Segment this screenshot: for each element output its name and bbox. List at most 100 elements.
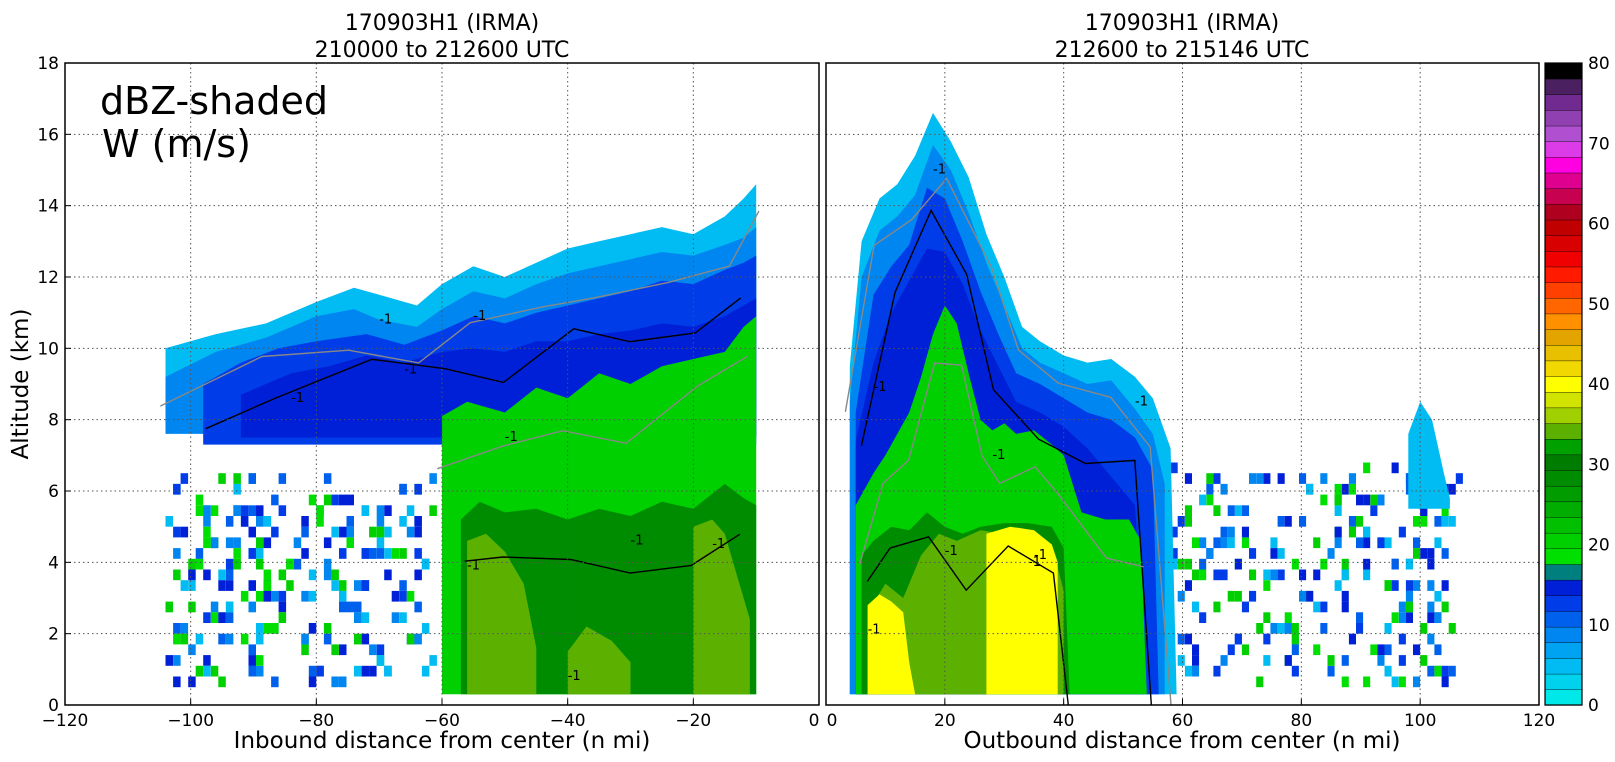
colorbar-cell xyxy=(1544,657,1583,675)
colorbar-frame xyxy=(1544,62,1583,706)
echo-cell xyxy=(1370,505,1378,516)
echo-cell xyxy=(346,537,354,549)
echo-cell xyxy=(1299,516,1307,527)
echo-cell xyxy=(256,505,264,516)
colorbar-cell xyxy=(1544,235,1583,252)
echo-cell xyxy=(248,644,256,656)
echo-cell xyxy=(225,569,234,581)
echo-cell xyxy=(346,494,354,506)
echo-cell xyxy=(331,494,339,506)
echo-cell xyxy=(225,516,234,527)
echo-cell xyxy=(1413,516,1421,527)
echo-cell xyxy=(1199,537,1207,549)
echo-cell xyxy=(406,505,415,516)
echo-cell xyxy=(1320,623,1328,634)
echo-cell xyxy=(1377,644,1385,656)
echo-cell xyxy=(1291,665,1299,677)
echo-cell xyxy=(406,526,415,538)
x-tick-label: 0 xyxy=(827,711,838,731)
x-tick-label: 100 xyxy=(1404,711,1436,731)
echo-cell xyxy=(376,644,385,656)
echo-cell xyxy=(1220,526,1228,538)
echo-cell xyxy=(263,590,272,602)
echo-cell xyxy=(1213,537,1221,549)
echo-cell xyxy=(301,526,309,538)
colorbar-cell xyxy=(1544,203,1583,221)
left-x-ticks: −120 −100 −80 −60 −40 −20 0 xyxy=(42,699,820,731)
reflectivity-layer xyxy=(986,526,1058,695)
echo-cell xyxy=(248,526,256,538)
echo-cell xyxy=(1334,537,1342,549)
echo-cell xyxy=(278,601,287,613)
echo-cell xyxy=(323,623,332,634)
echo-cell xyxy=(1434,516,1442,527)
echo-cell xyxy=(195,505,204,516)
echo-cell xyxy=(225,537,234,549)
echo-cell xyxy=(1441,580,1449,591)
echo-cell xyxy=(376,526,385,538)
w-contour xyxy=(858,362,1144,568)
echo-cell xyxy=(173,483,181,495)
echo-cell xyxy=(414,516,422,527)
echo-cell xyxy=(1427,612,1435,623)
right-panel: 170903H1 (IRMA) 212600 to 215146 UTC -1 -… xyxy=(825,11,1555,754)
echo-cell xyxy=(1320,558,1328,570)
x-tick-label: 40 xyxy=(1053,711,1075,731)
echo-cell xyxy=(1348,526,1356,538)
echo-cell xyxy=(1213,569,1221,581)
echo-cell xyxy=(225,580,234,591)
colorbar-tick-label: 10 xyxy=(1588,616,1610,636)
echo-cell xyxy=(293,537,302,549)
echo-cell xyxy=(240,590,249,602)
echo-cell xyxy=(188,644,196,656)
echo-cell xyxy=(1220,537,1228,549)
w-contour xyxy=(464,533,741,574)
echo-cell xyxy=(271,676,279,688)
reflectivity-layer xyxy=(693,519,750,695)
echo-cell xyxy=(1206,473,1214,484)
right-w-contours: -1-1-1-1-1-1-1-1-1 xyxy=(844,163,1172,705)
echo-cell xyxy=(1192,601,1200,613)
echo-cell xyxy=(1356,612,1364,623)
echo-cell xyxy=(1170,558,1178,570)
colorbar-cell xyxy=(1544,563,1583,581)
echo-cell xyxy=(1192,644,1200,656)
w-contour-label: -1 xyxy=(473,309,486,324)
echo-cell xyxy=(399,516,407,527)
echo-cell xyxy=(361,505,370,516)
echo-cell xyxy=(180,633,189,645)
echo-cell xyxy=(1363,494,1371,506)
echo-cell xyxy=(1313,601,1321,613)
colorbar-cell xyxy=(1544,485,1583,503)
echo-cell xyxy=(1270,537,1278,549)
echo-cell xyxy=(1413,676,1421,688)
echo-cell xyxy=(1398,676,1406,688)
w-contour-label: -1 xyxy=(505,430,518,445)
echo-cell xyxy=(1434,644,1442,656)
echo-cell xyxy=(271,623,279,634)
colorbar-tick-label: 40 xyxy=(1588,375,1610,395)
echo-cell xyxy=(1206,548,1214,559)
y-tick-label: 14 xyxy=(37,197,59,217)
echo-cell xyxy=(1177,516,1185,527)
left-x-axis-label: Inbound distance from center (n mi) xyxy=(234,728,651,754)
echo-cell xyxy=(1192,537,1200,549)
w-contour-label: -1 xyxy=(712,537,725,552)
echo-cell xyxy=(1256,473,1264,484)
echo-cell xyxy=(1384,623,1392,634)
echo-cell xyxy=(1405,612,1413,623)
echo-cell xyxy=(1420,548,1428,559)
echo-cell xyxy=(1320,601,1328,613)
w-contour xyxy=(860,208,1153,705)
colorbar-cell xyxy=(1544,391,1583,409)
left-w-contours: -1 -1 -1 -1 -1 -1 -1 -1 -1 xyxy=(159,210,760,684)
echo-cell xyxy=(1227,526,1235,538)
echo-cell xyxy=(173,526,181,538)
colorbar-cell xyxy=(1544,548,1583,565)
echo-cell xyxy=(1334,580,1342,591)
colorbar-cell xyxy=(1544,516,1583,534)
echo-cell xyxy=(1277,516,1285,527)
echo-cell xyxy=(406,633,415,645)
w-contour-label: -1 xyxy=(467,559,480,574)
echo-cell xyxy=(1184,505,1192,516)
